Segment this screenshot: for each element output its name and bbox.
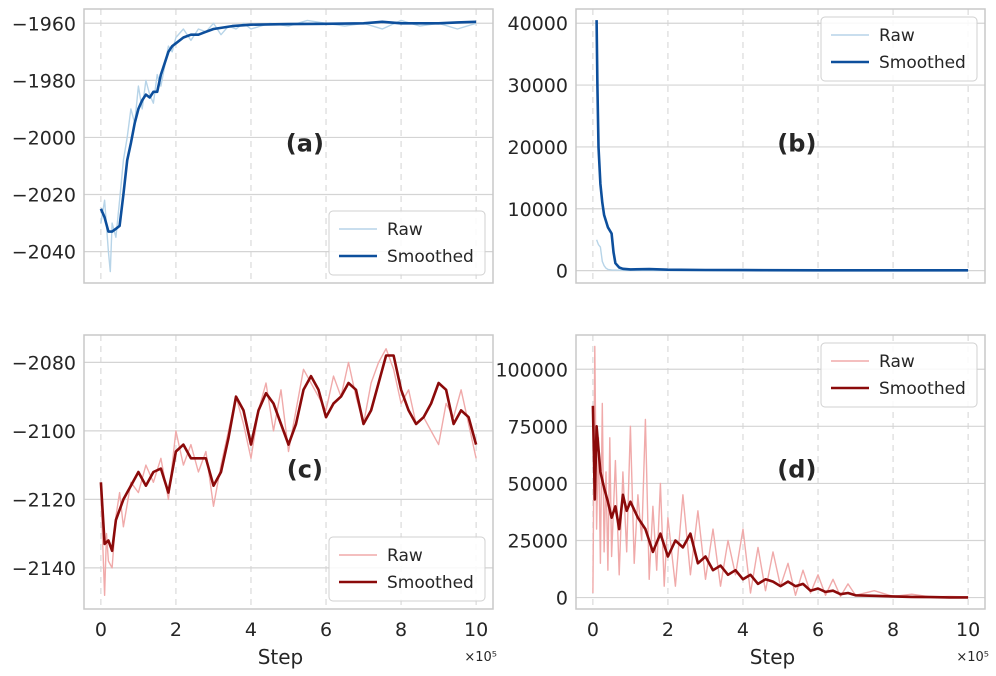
y-tick-label: 40000 [508, 13, 568, 35]
y-tick-label: 100000 [495, 359, 568, 381]
legend-box [328, 536, 486, 602]
y-tick-label: −2040 [12, 242, 76, 264]
axes-frame-c [83, 334, 494, 610]
y-tick-label: −2000 [12, 127, 76, 149]
legend-label: Smoothed [387, 247, 474, 267]
legend-label: Raw [387, 220, 423, 240]
y-tick-label: −2080 [12, 352, 76, 374]
y-tick-label: −2120 [12, 489, 76, 511]
x-tick-label: 8 [395, 619, 407, 641]
x-tick-label: 4 [737, 619, 749, 641]
panel-a: −2040 −2020 −2000 −1980 −1960 (a) Raw Smoothed [12, 8, 494, 284]
legend: Raw Smoothed [328, 210, 486, 276]
legend-box [328, 210, 486, 276]
series-line-smoothed [99, 354, 478, 553]
axes-frame-b [575, 8, 986, 284]
x-axis-label: Step [750, 645, 796, 669]
x-tick-label: 6 [320, 619, 332, 641]
x-tick-label: 10 [464, 619, 488, 641]
y-tick-label: 0 [556, 588, 568, 610]
legend: Raw Smoothed [820, 16, 978, 82]
y-tick-label: 50000 [508, 473, 568, 495]
legend-label: Raw [879, 26, 915, 46]
y-tick-label: 0 [556, 261, 568, 283]
x-tick-label: 0 [587, 619, 599, 641]
panel-label: (b) [777, 129, 816, 157]
panel-label: (d) [777, 455, 816, 483]
legend-box [820, 342, 978, 408]
axes-frame-d [575, 334, 986, 610]
panel-d: 0 25000 50000 75000 100000 0 2 4 6 8 10 (d) Raw Smoot… [495, 334, 989, 669]
legend: Raw Smoothed [328, 536, 486, 602]
y-tick-label: −2100 [12, 421, 76, 443]
y-tick-label: −2140 [12, 558, 76, 580]
axes-frame-a [83, 8, 494, 284]
y-tick-label: 10000 [508, 199, 568, 221]
y-tick-label: −1960 [12, 13, 76, 35]
x-tick-label: 2 [170, 619, 182, 641]
x-tick-label: 4 [245, 619, 257, 641]
series-line-raw [100, 348, 477, 596]
legend: Raw Smoothed [820, 342, 978, 408]
y-tick-label: −2020 [12, 185, 76, 207]
panel-b: 0 10000 20000 30000 40000 (b) Raw Smoothed [508, 8, 986, 284]
x-axis-label: Step [258, 645, 304, 669]
y-tick-label: 30000 [508, 75, 568, 97]
legend-box [820, 16, 978, 82]
x-tick-label: 0 [95, 619, 107, 641]
panel-label: (a) [286, 129, 324, 157]
y-tick-label: −1980 [12, 70, 76, 92]
x-tick-label: 6 [812, 619, 824, 641]
x-scale-label: ×10⁵ [956, 650, 989, 665]
series-line-raw [100, 19, 477, 273]
series-line-smoothed [99, 20, 477, 233]
series-line-smoothed [591, 405, 969, 599]
panel-c: −2140 −2120 −2100 −2080 0 2 4 6 8 10 (c) Raw Smoothe… [12, 334, 497, 669]
y-tick-label: 75000 [508, 416, 568, 438]
x-tick-label: 10 [956, 619, 980, 641]
y-tick-label: 20000 [508, 137, 568, 159]
x-tick-label: 2 [662, 619, 674, 641]
legend-label: Smoothed [387, 573, 474, 593]
series-line-smoothed [595, 20, 969, 272]
x-scale-label: ×10⁵ [464, 650, 497, 665]
series-line-raw [592, 345, 969, 598]
legend-label: Smoothed [879, 379, 966, 399]
legend-label: Raw [879, 352, 915, 372]
x-tick-label: 8 [887, 619, 899, 641]
y-tick-label: 25000 [508, 531, 568, 553]
legend-label: Smoothed [879, 53, 966, 73]
legend-label: Raw [387, 546, 423, 566]
panel-label: (c) [287, 455, 323, 483]
